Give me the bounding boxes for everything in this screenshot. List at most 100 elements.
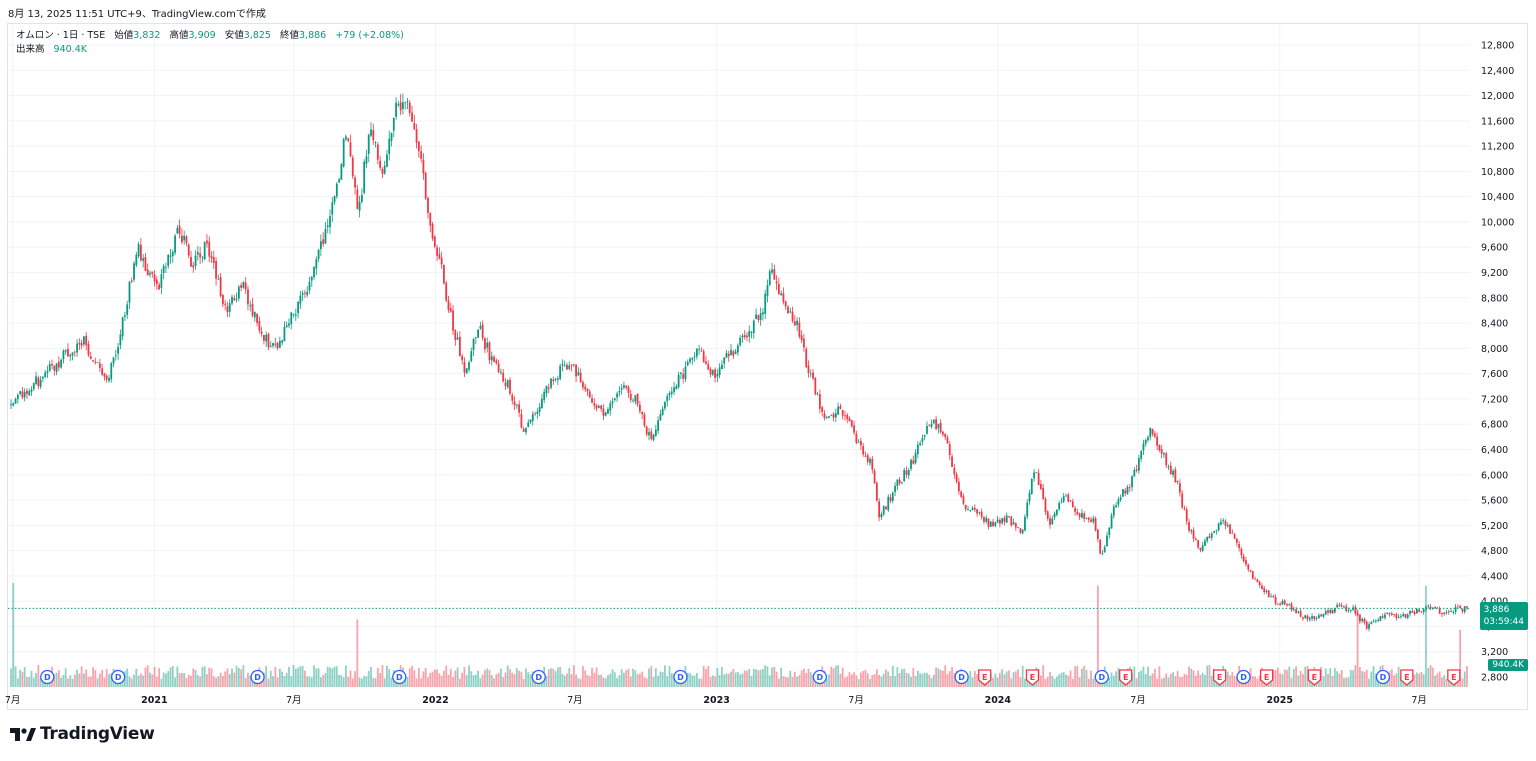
- volume-bar: [666, 676, 669, 687]
- x-tick-label: 7月: [1411, 695, 1427, 706]
- volume-bar: [1067, 675, 1070, 687]
- candle-body: [636, 393, 639, 405]
- candle-body: [1254, 578, 1256, 580]
- volume-bar: [1422, 674, 1425, 687]
- candle-body: [969, 509, 972, 511]
- candle-body: [882, 505, 885, 515]
- candle-body: [231, 296, 233, 304]
- earnings-marker-label: E: [1404, 673, 1409, 682]
- candle-body: [1313, 616, 1316, 620]
- volume-bar: [135, 668, 138, 687]
- volume-bar: [452, 677, 454, 687]
- candle-body: [1447, 611, 1450, 613]
- volume-bar: [438, 673, 441, 687]
- candle-body: [575, 364, 577, 377]
- candle-body: [119, 334, 122, 346]
- volume-bar: [237, 667, 240, 687]
- volume-bar: [1040, 675, 1042, 687]
- volume-bar: [431, 671, 434, 687]
- candle-body: [616, 393, 618, 398]
- candle-body: [989, 521, 992, 527]
- volume-bar: [613, 672, 616, 687]
- volume-bar: [1071, 678, 1074, 687]
- candle-body: [290, 312, 293, 325]
- dividend-marker: [1094, 669, 1109, 685]
- volume-bar: [1329, 668, 1332, 687]
- candle-body: [390, 133, 393, 141]
- volume-bar: [1110, 672, 1113, 687]
- candle-body: [506, 380, 509, 388]
- candle-body: [468, 362, 470, 370]
- candle-body: [463, 361, 466, 373]
- volume-bar: [372, 678, 375, 687]
- candle-body: [1090, 519, 1092, 522]
- volume-bar: [1231, 672, 1234, 687]
- axes: 12,800 12,400 12,000 11,600 11,200 10,800 10,4…: [5, 41, 1514, 707]
- volume-bar: [440, 676, 443, 687]
- candle-body: [714, 369, 716, 378]
- chart-frame[interactable]: [7, 23, 1528, 710]
- candle-body: [670, 391, 673, 394]
- candle-body: [1081, 513, 1083, 518]
- candle-body: [716, 374, 719, 377]
- volume-bar: [486, 668, 489, 687]
- volume-bar: [340, 675, 343, 687]
- candle-body: [413, 122, 416, 130]
- candle-body: [552, 379, 555, 382]
- candle-body: [1062, 496, 1065, 502]
- candle-body: [1256, 579, 1259, 582]
- candle-body: [260, 331, 263, 334]
- y-tick-label: 5,600: [1481, 496, 1508, 507]
- earnings-marker: [1025, 669, 1040, 686]
- candle-body: [1302, 617, 1304, 619]
- volume-bar: [686, 672, 689, 687]
- candle-body: [1060, 501, 1063, 503]
- candle-body: [1356, 613, 1359, 616]
- candle-body: [518, 404, 521, 413]
- candle-body: [654, 429, 657, 436]
- volume-bar: [185, 677, 188, 687]
- candle-body: [513, 401, 516, 406]
- candle-body: [752, 320, 755, 333]
- volume-bar: [420, 678, 423, 687]
- volume-bar: [1459, 629, 1462, 687]
- candle-body: [939, 422, 942, 433]
- candle-body: [1112, 506, 1115, 516]
- candle-body: [875, 482, 878, 501]
- candle-body: [212, 257, 215, 263]
- candle-body: [582, 382, 584, 388]
- volume-bar: [1108, 677, 1111, 687]
- candle-body: [721, 364, 723, 370]
- candle-body: [1087, 517, 1090, 520]
- volume-bar: [1441, 677, 1443, 687]
- tradingview-logo[interactable]: TradingView: [10, 724, 155, 744]
- candle-body: [162, 265, 165, 274]
- earnings-marker-label: E: [982, 673, 987, 682]
- candle-body: [16, 394, 19, 400]
- chart-caption: 8月 13, 2025 11:51 UTC+9、TradingView.comで…: [8, 9, 266, 20]
- dividend-marker: [40, 669, 55, 685]
- volume-bar: [1208, 665, 1211, 687]
- candle-body: [985, 518, 988, 522]
- volume-bar: [948, 671, 951, 687]
- y-tick-label: 8,400: [1481, 319, 1508, 330]
- candle-body: [992, 521, 994, 527]
- volume-bar: [600, 674, 603, 687]
- volume-bar: [689, 673, 691, 687]
- volume-bar: [1418, 673, 1421, 687]
- volume-bar: [180, 672, 183, 687]
- candle-body: [354, 177, 356, 188]
- candle-body: [1094, 518, 1097, 531]
- candle-body: [650, 431, 653, 440]
- volume-bar: [169, 667, 172, 687]
- volume-bar: [926, 672, 928, 687]
- volume-bar: [627, 668, 630, 687]
- volume-bar: [700, 678, 703, 687]
- volume-bar: [762, 668, 764, 687]
- volume-bar: [636, 674, 639, 687]
- volume-bar: [545, 675, 548, 687]
- candle-body: [707, 364, 710, 370]
- volume-bar: [1081, 668, 1083, 687]
- volume-bar: [474, 674, 477, 687]
